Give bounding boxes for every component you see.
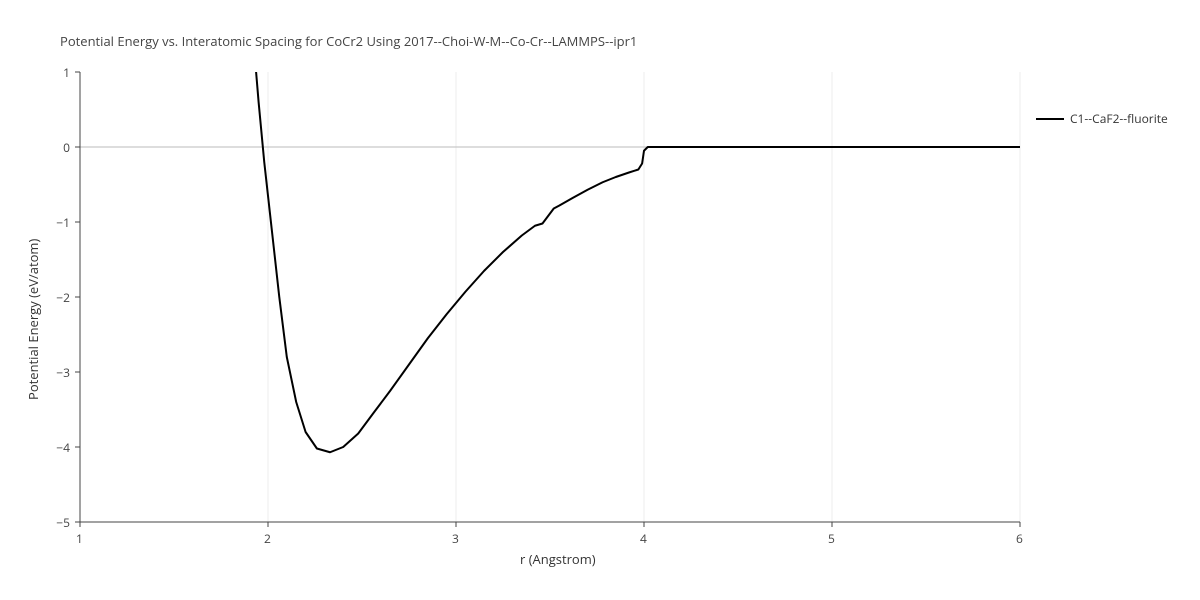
series-line[interactable] xyxy=(240,0,1020,452)
x-tick-label: 1 xyxy=(76,530,83,547)
y-tick-label: −3 xyxy=(56,364,70,381)
x-tick-label: 2 xyxy=(264,530,271,547)
y-tick-label: −1 xyxy=(56,214,70,231)
y-tick-label: 0 xyxy=(63,139,70,156)
y-tick-label: −4 xyxy=(56,439,70,456)
legend-label: C1--CaF2--fluorite xyxy=(1070,110,1168,127)
plot-area[interactable] xyxy=(0,0,1200,600)
legend-swatch xyxy=(1036,118,1064,120)
chart-container: Potential Energy vs. Interatomic Spacing… xyxy=(0,0,1200,600)
legend[interactable]: C1--CaF2--fluorite xyxy=(1036,110,1168,127)
x-tick-label: 5 xyxy=(828,530,835,547)
x-tick-label: 4 xyxy=(640,530,647,547)
x-tick-label: 6 xyxy=(1016,530,1023,547)
x-tick-label: 3 xyxy=(452,530,459,547)
y-tick-label: 1 xyxy=(63,64,70,81)
y-tick-label: −5 xyxy=(56,514,70,531)
y-tick-label: −2 xyxy=(56,289,70,306)
